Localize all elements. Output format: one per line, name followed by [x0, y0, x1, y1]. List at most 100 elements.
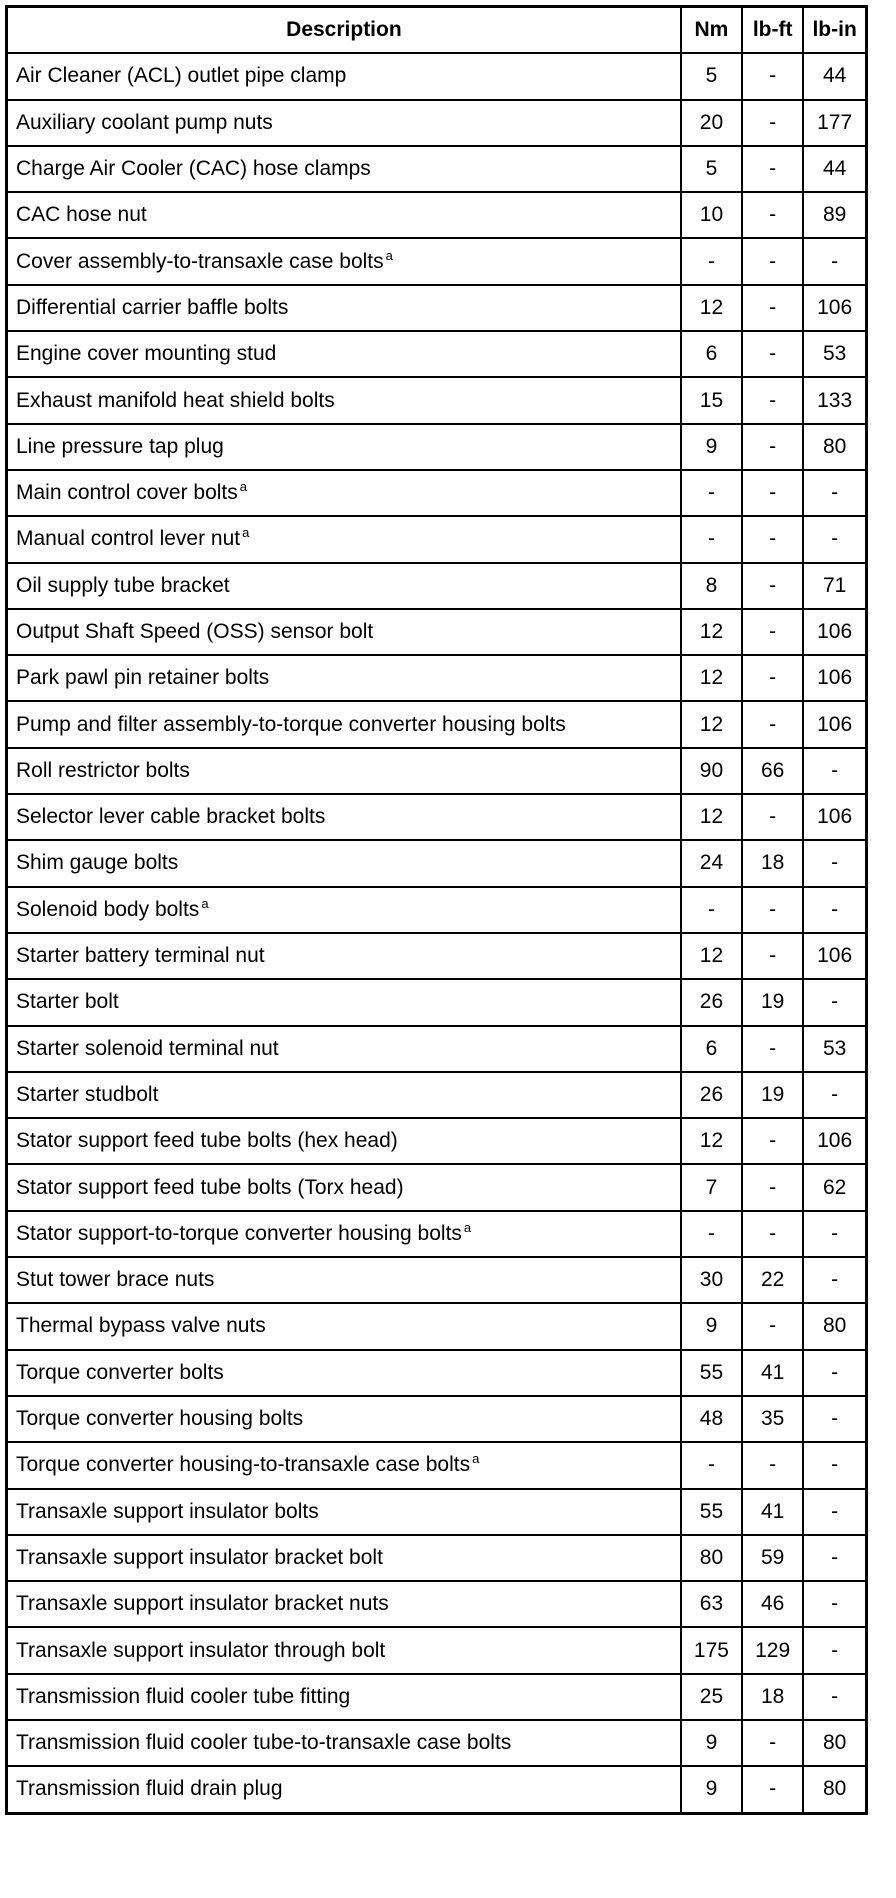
description-text: Charge Air Cooler (CAC) hose clamps	[16, 157, 371, 181]
table-row: Selector lever cable bracket bolts 12-106	[5, 793, 868, 842]
description-text: Manual control lever nut	[16, 527, 241, 551]
lb-in-cell: -	[802, 1348, 868, 1397]
description-cell: Torque converter housing bolts	[5, 1394, 682, 1444]
header-row: Description Nm lb-ft lb-in	[5, 5, 868, 55]
table-row: Pump and filter assembly-to-torque conve…	[5, 700, 868, 749]
nm-cell: 12	[679, 283, 744, 333]
description-cell: Oil supply tube bracket	[5, 561, 682, 610]
lb-in-cell: 106	[802, 654, 868, 703]
description-cell: Output Shaft Speed (OSS) sensor bolt	[5, 607, 682, 657]
lb-in-cell: 80	[802, 422, 868, 471]
description-cell: Manual control lever nut a	[5, 515, 682, 564]
table-row: Auxiliary coolant pump nuts 20-177	[5, 98, 868, 147]
nm-cell: -	[679, 1209, 744, 1259]
description-text: Torque converter housing bolts	[16, 1407, 304, 1431]
description-cell: Solenoid body bolts a	[5, 885, 682, 934]
lb-in-cell: -	[802, 1580, 868, 1629]
lb-ft-cell: -	[741, 98, 805, 147]
description-text: Starter solenoid terminal nut	[16, 1036, 279, 1060]
description-cell: Roll restrictor bolts	[5, 746, 682, 796]
table-row: Thermal bypass valve nuts 9-80	[5, 1302, 868, 1351]
nm-cell: 12	[679, 1117, 744, 1166]
description-text: Starter bolt	[16, 990, 119, 1014]
lb-in-cell: 80	[802, 1718, 868, 1768]
nm-cell: -	[679, 515, 744, 564]
nm-cell: 26	[679, 1070, 744, 1120]
footnote-marker: a	[242, 525, 250, 541]
lb-in-cell: -	[802, 1487, 868, 1536]
nm-cell: 90	[679, 746, 744, 796]
lb-ft-cell: 18	[741, 1672, 805, 1721]
nm-cell: 55	[679, 1348, 744, 1397]
lb-ft-cell: -	[741, 1765, 805, 1815]
lb-in-cell: -	[802, 1070, 868, 1120]
lb-ft-cell: -	[741, 793, 805, 842]
lb-in-cell: 106	[802, 793, 868, 842]
description-text: Air Cleaner (ACL) outlet pipe clamp	[16, 64, 347, 88]
description-text: Thermal bypass valve nuts	[16, 1314, 266, 1338]
description-text: Stator support-to-torque converter housi…	[16, 1221, 462, 1245]
table-row: Park pawl pin retainer bolts 12-106	[5, 654, 868, 703]
lb-ft-cell: -	[741, 144, 805, 194]
nm-cell: 12	[679, 700, 744, 749]
description-text: Oil supply tube bracket	[16, 573, 230, 597]
table-row: Stut tower brace nuts 30 22-	[5, 1256, 868, 1305]
lb-ft-cell: -	[741, 561, 805, 610]
lb-ft-cell: -	[741, 422, 805, 471]
table-row: Solenoid body bolts a - - -	[5, 885, 868, 934]
description-cell: Transaxle support insulator bolts	[5, 1487, 682, 1536]
table-row: Starter bolt 26 19-	[5, 978, 868, 1027]
lb-in-cell: 106	[802, 607, 868, 657]
nm-cell: -	[679, 885, 744, 934]
table-row: Air Cleaner (ACL) outlet pipe clamp 5-44	[5, 52, 868, 101]
lb-ft-cell: 41	[741, 1348, 805, 1397]
nm-cell: 24	[679, 839, 744, 888]
description-text: Output Shaft Speed (OSS) sensor bolt	[16, 620, 374, 643]
description-cell: Engine cover mounting stud	[5, 330, 682, 379]
nm-cell: 9	[679, 422, 744, 471]
footnote-marker: a	[239, 479, 247, 495]
table-row: Torque converter bolts 55 41-	[5, 1348, 868, 1397]
table-row: Starter studbolt 26 19-	[5, 1070, 868, 1120]
lb-in-cell: -	[802, 978, 868, 1027]
table-body: Air Cleaner (ACL) outlet pipe clamp 5-44 A…	[5, 52, 868, 1815]
description-text: Solenoid body bolts	[16, 897, 200, 921]
table-row: Stator support-to-torque converter housi…	[5, 1209, 868, 1259]
description-text: Shim gauge bolts	[16, 851, 179, 875]
description-cell: Air Cleaner (ACL) outlet pipe clamp	[5, 52, 682, 101]
nm-cell: 12	[679, 793, 744, 842]
lb-ft-cell: -	[741, 931, 805, 981]
lb-in-cell: -	[802, 1672, 868, 1721]
table-row: Torque converter housing bolts 48 35-	[5, 1394, 868, 1444]
lb-ft-cell: -	[741, 515, 805, 564]
nm-cell: 12	[679, 607, 744, 657]
lb-ft-cell: -	[741, 191, 805, 240]
lb-in-cell: 44	[802, 144, 868, 194]
lb-in-cell: -	[802, 1256, 868, 1305]
lb-in-cell: 53	[802, 1024, 868, 1073]
lb-in-cell: 89	[802, 191, 868, 240]
description-text: Main control cover bolts	[16, 481, 238, 505]
description-cell: Main control cover bolts a	[5, 468, 682, 518]
lb-in-cell: -	[802, 839, 868, 888]
lb-ft-cell: 35	[741, 1394, 805, 1444]
table-row: Manual control lever nut a - - -	[5, 515, 868, 564]
lb-ft-cell: -	[741, 1024, 805, 1073]
lb-ft-cell: -	[741, 1117, 805, 1166]
lb-ft-cell: -	[741, 468, 805, 518]
description-cell: Transmission fluid cooler tube fitting	[5, 1672, 682, 1721]
lb-ft-cell: -	[741, 1441, 805, 1490]
nm-cell: 9	[679, 1718, 744, 1768]
description-cell: Transaxle support insulator through bolt	[5, 1626, 682, 1675]
lb-ft-cell: 66	[741, 746, 805, 796]
description-cell: Stator support-to-torque converter housi…	[5, 1209, 682, 1259]
table-row: Differential carrier baffle bolts 12-106	[5, 283, 868, 333]
table-row: Line pressure tap plug 9-80	[5, 422, 868, 471]
table-row: Stator support feed tube bolts (Torx hea…	[5, 1163, 868, 1212]
description-cell: Starter battery terminal nut	[5, 931, 682, 981]
lb-ft-cell: -	[741, 1163, 805, 1212]
table-row: Stator support feed tube bolts (hex head…	[5, 1117, 868, 1166]
lb-ft-cell: -	[741, 283, 805, 333]
lb-in-cell: 106	[802, 931, 868, 981]
lb-in-cell: 44	[802, 52, 868, 101]
